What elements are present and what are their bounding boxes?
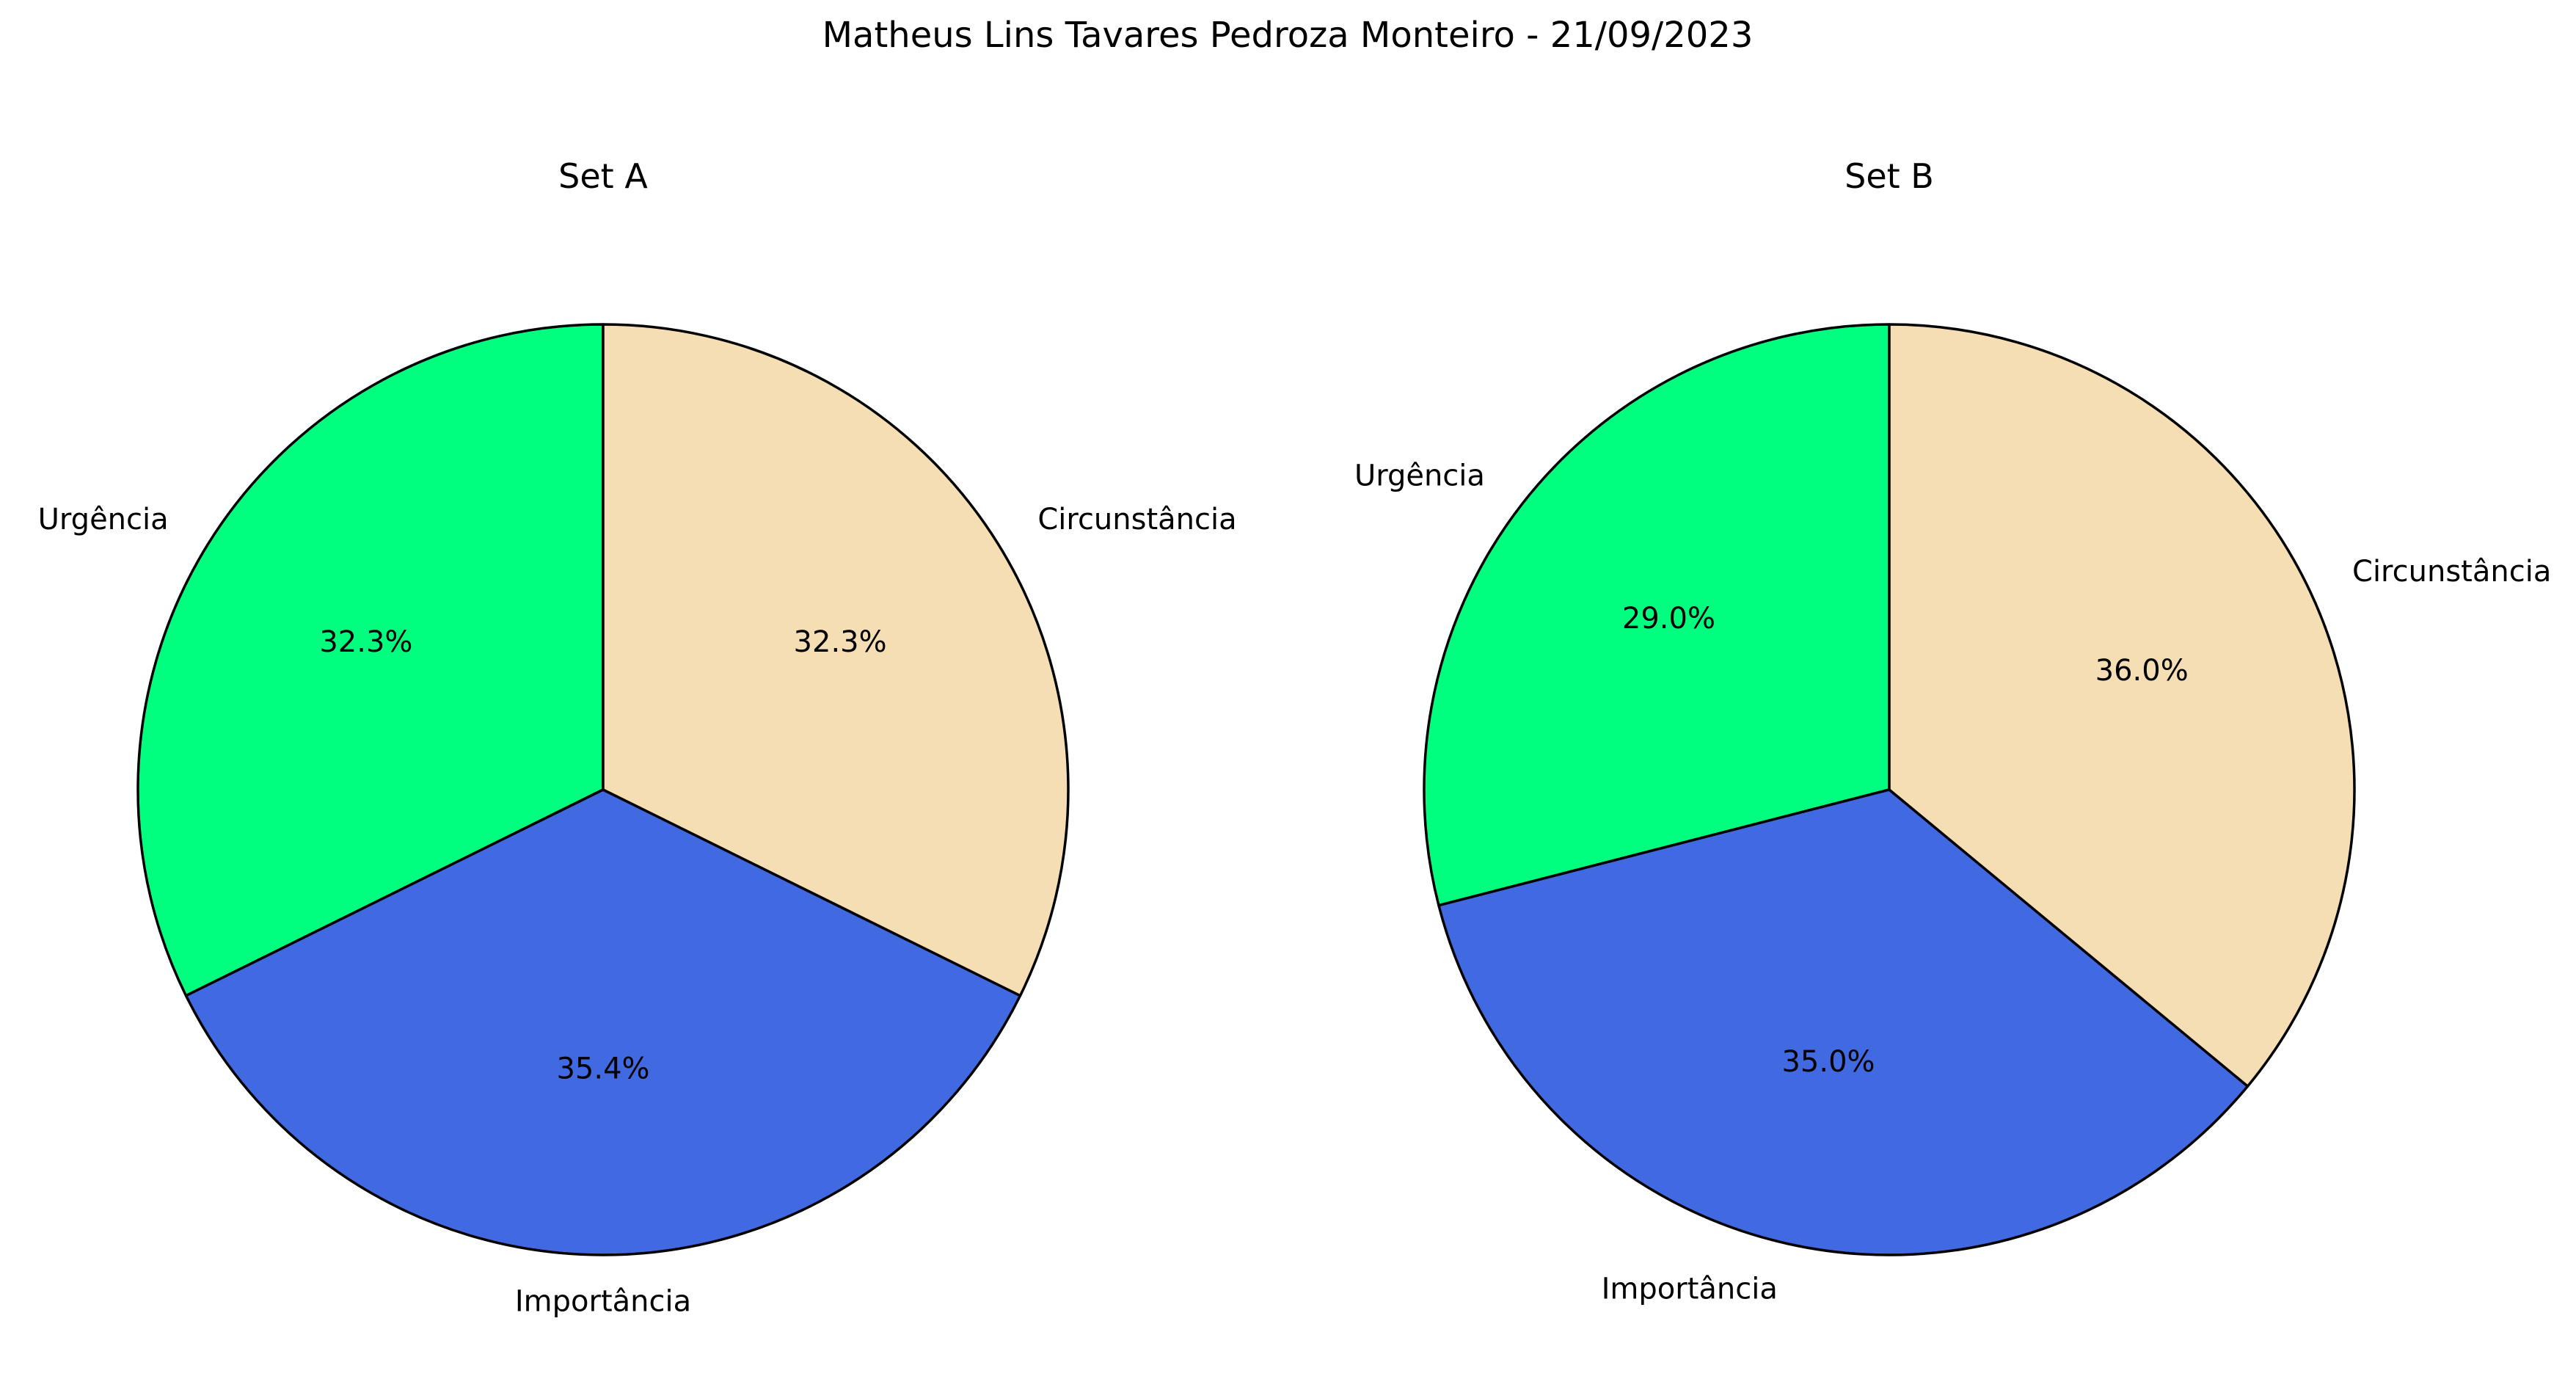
pie-chart-set-a: Set A 32.3% Urgência 35.4% Importância 32.3%… [38,156,1237,1318]
pie-percent-label: 35.0% [1781,1045,1875,1079]
pie-slice-urgencia [1423,323,1891,907]
pie-category-label: Circunstância [1037,503,1236,536]
pie-percent-label: 35.4% [556,1052,649,1085]
chart-title: Set B [1845,156,1934,196]
chart-title: Set A [558,156,648,196]
pie-percent-label: 32.3% [794,625,887,659]
pie-chart-set-b: Set B 29.0% Urgência 35.0% Importância 36.0%… [1354,156,2551,1306]
pie-percent-label: 29.0% [1622,602,1715,636]
pie-category-label: Urgência [1354,459,1485,493]
pie-percent-label: 32.3% [319,625,412,659]
pie-slice-urgencia [136,323,605,997]
pie-category-label: Importância [515,1284,691,1318]
pie-slice-importancia [1437,788,2250,1256]
pie-percent-label: 36.0% [2095,654,2189,688]
pie-category-label: Circunstância [2352,555,2551,589]
pie-slice-circunstancia [1888,323,2356,1088]
pie-slice-circunstancia [602,323,1070,997]
pie-slice-importancia [184,788,1022,1256]
figure-suptitle: Matheus Lins Tavares Pedroza Monteiro - … [822,15,1754,56]
pie-category-label: Urgência [38,503,169,536]
pie-category-label: Importância [1602,1273,1778,1306]
